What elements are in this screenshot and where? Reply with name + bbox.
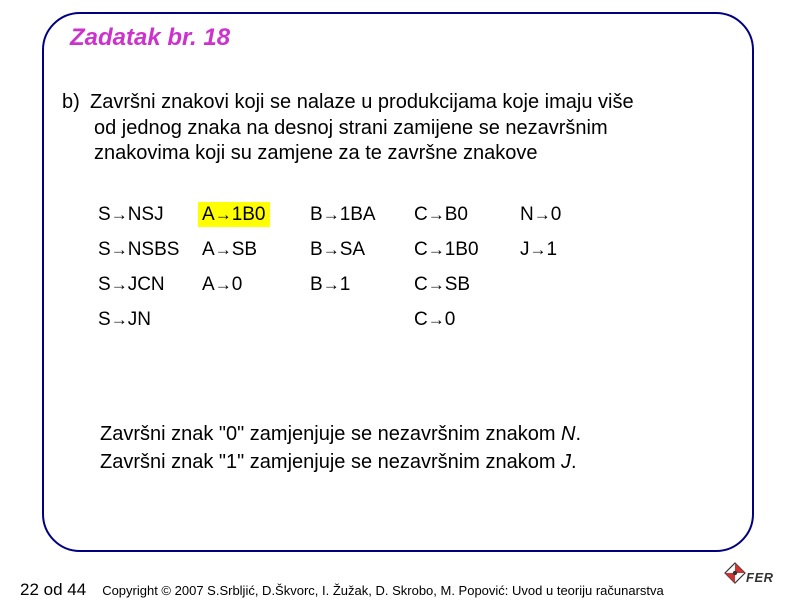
production: C→B0 — [414, 204, 468, 225]
grid-cell: C→1B0 — [414, 239, 520, 261]
grid-cell: B→SA — [310, 239, 414, 261]
body-text: b)Završni znakovi koji se nalaze u produ… — [62, 90, 742, 167]
grid-cell: C→SB — [414, 274, 520, 296]
grid-cell: C→B0 — [414, 204, 520, 226]
grid-row: S→JN C→0 — [98, 309, 600, 331]
grid-row: S→JCN A→0 B→1 C→SB — [98, 274, 600, 296]
production: A→SB — [202, 239, 257, 260]
grid-cell: A→0 — [202, 274, 310, 296]
note-1-period: . — [576, 423, 582, 445]
grid-cell: S→JN — [98, 309, 202, 331]
production: A→0 — [202, 274, 242, 295]
production: S→NSJ — [98, 204, 164, 225]
production: C→SB — [414, 274, 470, 295]
note-2-symbol: J — [561, 451, 571, 473]
production: B→SA — [310, 239, 365, 260]
note-1-text: Završni znak "0" zamjenjuje se nezavršni… — [100, 423, 561, 445]
grid-cell: C→0 — [414, 309, 520, 331]
grid-cell: N→0 — [520, 204, 600, 226]
list-marker: b) — [62, 90, 90, 116]
production: B→1BA — [310, 204, 376, 225]
production: C→0 — [414, 309, 455, 330]
grid-cell — [202, 309, 310, 331]
grid-cell: S→JCN — [98, 274, 202, 296]
fer-logo: FER — [718, 562, 774, 604]
grid-cell — [520, 309, 600, 331]
grid-cell: J→1 — [520, 239, 600, 261]
production: J→1 — [520, 239, 557, 260]
grid-cell: S→NSBS — [98, 239, 202, 261]
production: A→1B0 — [198, 202, 270, 227]
footer: 22 od 44 Copyright © 2007 S.Srbljić, D.Š… — [20, 580, 772, 600]
grid-row: S→NSBS A→SB B→SA C→1B0 J→1 — [98, 239, 600, 261]
page-number: 22 od 44 — [20, 580, 86, 600]
grid-cell: A→SB — [202, 239, 310, 261]
note-1-symbol: N — [561, 423, 575, 445]
body-line-3: znakovima koji su zamjene za te završne … — [62, 141, 742, 167]
slide-title: Zadatak br. 18 — [70, 24, 230, 52]
grid-cell: B→1 — [310, 274, 414, 296]
production: N→0 — [520, 204, 561, 225]
logo-text: FER — [746, 570, 774, 585]
body-line-2: od jednog znaka na desnoj strani zamijen… — [62, 116, 742, 142]
production: S→JN — [98, 309, 151, 330]
note-2-text: Završni znak "1" zamjenjuje se nezavršni… — [100, 451, 561, 473]
grid-row: S→NSJA→1B0B→1BAC→B0N→0 — [98, 204, 600, 226]
grid-cell: S→NSJ — [98, 204, 202, 226]
grid-cell: A→1B0 — [202, 204, 310, 226]
grid-cell — [310, 309, 414, 331]
production: B→1 — [310, 274, 350, 295]
note-2-period: . — [571, 451, 577, 473]
note-2: Završni znak "1" zamjenjuje se nezavršni… — [100, 448, 581, 476]
production: S→NSBS — [98, 239, 179, 260]
copyright-text: Copyright © 2007 S.Srbljić, D.Škvorc, I.… — [102, 583, 772, 598]
production: C→1B0 — [414, 239, 479, 260]
production-grid: S→NSJA→1B0B→1BAC→B0N→0S→NSBSA→SBB→SAC→1B… — [98, 204, 600, 344]
production: S→JCN — [98, 274, 165, 295]
logo-icon — [724, 562, 746, 584]
substitution-notes: Završni znak "0" zamjenjuje se nezavršni… — [100, 420, 581, 476]
grid-cell — [520, 274, 600, 296]
grid-cell: B→1BA — [310, 204, 414, 226]
body-line-1: Završni znakovi koji se nalaze u produkc… — [90, 91, 634, 113]
note-1: Završni znak "0" zamjenjuje se nezavršni… — [100, 420, 581, 448]
